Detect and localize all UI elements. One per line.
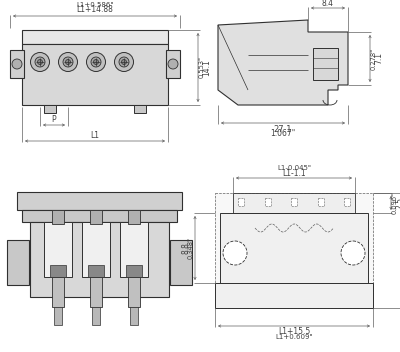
Bar xyxy=(291,198,297,206)
Bar xyxy=(128,210,140,224)
Text: 0.553": 0.553" xyxy=(199,57,205,78)
Bar xyxy=(120,222,148,277)
Bar xyxy=(166,50,180,78)
Circle shape xyxy=(223,241,247,265)
Polygon shape xyxy=(218,20,348,105)
Bar xyxy=(44,222,72,277)
Bar xyxy=(318,198,324,206)
Circle shape xyxy=(35,57,45,67)
Text: 14.1: 14.1 xyxy=(202,59,212,76)
Bar xyxy=(90,210,102,224)
Bar xyxy=(50,265,66,277)
Text: 27.1: 27.1 xyxy=(274,125,292,133)
Bar xyxy=(22,210,177,222)
Bar xyxy=(90,277,102,307)
Text: 8.4: 8.4 xyxy=(322,0,334,7)
Text: 1.067": 1.067" xyxy=(270,130,296,138)
Text: L1: L1 xyxy=(90,131,100,139)
Text: 0.329": 0.329" xyxy=(316,0,340,1)
Circle shape xyxy=(119,57,129,67)
Text: P: P xyxy=(52,114,56,124)
Circle shape xyxy=(168,59,178,69)
Text: 0.096": 0.096" xyxy=(392,192,398,214)
Bar xyxy=(313,48,338,80)
Bar xyxy=(128,277,140,307)
Bar xyxy=(264,198,270,206)
Bar xyxy=(238,198,244,206)
Bar xyxy=(22,44,168,105)
Bar xyxy=(92,307,100,325)
Circle shape xyxy=(94,59,98,64)
Bar xyxy=(10,50,24,78)
Bar xyxy=(17,192,182,210)
Bar xyxy=(30,222,169,297)
Text: L1+0.609": L1+0.609" xyxy=(275,334,313,340)
Bar xyxy=(170,240,192,285)
Circle shape xyxy=(122,59,126,64)
Bar xyxy=(52,210,64,224)
Bar xyxy=(22,30,168,44)
Bar xyxy=(82,222,110,277)
Text: 8.8: 8.8 xyxy=(182,242,190,254)
Bar xyxy=(220,213,368,283)
Circle shape xyxy=(91,57,101,67)
Bar xyxy=(54,307,62,325)
Circle shape xyxy=(66,59,70,64)
Text: 0.348": 0.348" xyxy=(188,237,194,259)
Text: 7.1: 7.1 xyxy=(374,52,384,64)
Text: 0.278": 0.278" xyxy=(371,48,377,70)
Circle shape xyxy=(12,59,22,69)
Circle shape xyxy=(114,52,134,71)
Bar xyxy=(215,283,373,308)
Bar xyxy=(215,193,373,308)
Bar xyxy=(130,307,138,325)
Bar xyxy=(233,193,355,213)
Circle shape xyxy=(30,52,50,71)
Bar xyxy=(126,265,142,277)
Circle shape xyxy=(86,52,106,71)
Bar xyxy=(52,277,64,307)
Text: L1-1.1: L1-1.1 xyxy=(282,169,306,177)
Bar xyxy=(88,265,104,277)
Text: 2.5: 2.5 xyxy=(396,197,400,209)
Bar xyxy=(344,198,350,206)
Bar xyxy=(44,105,56,113)
Bar xyxy=(134,105,146,113)
Text: L1+14.88: L1+14.88 xyxy=(76,6,114,14)
Circle shape xyxy=(63,57,73,67)
Bar xyxy=(7,240,29,285)
Circle shape xyxy=(341,241,365,265)
Text: L1+0.586": L1+0.586" xyxy=(76,2,114,8)
Circle shape xyxy=(58,52,78,71)
Circle shape xyxy=(38,59,42,64)
Text: L1-0.045": L1-0.045" xyxy=(277,165,311,171)
Text: L1+15.5: L1+15.5 xyxy=(278,327,310,337)
